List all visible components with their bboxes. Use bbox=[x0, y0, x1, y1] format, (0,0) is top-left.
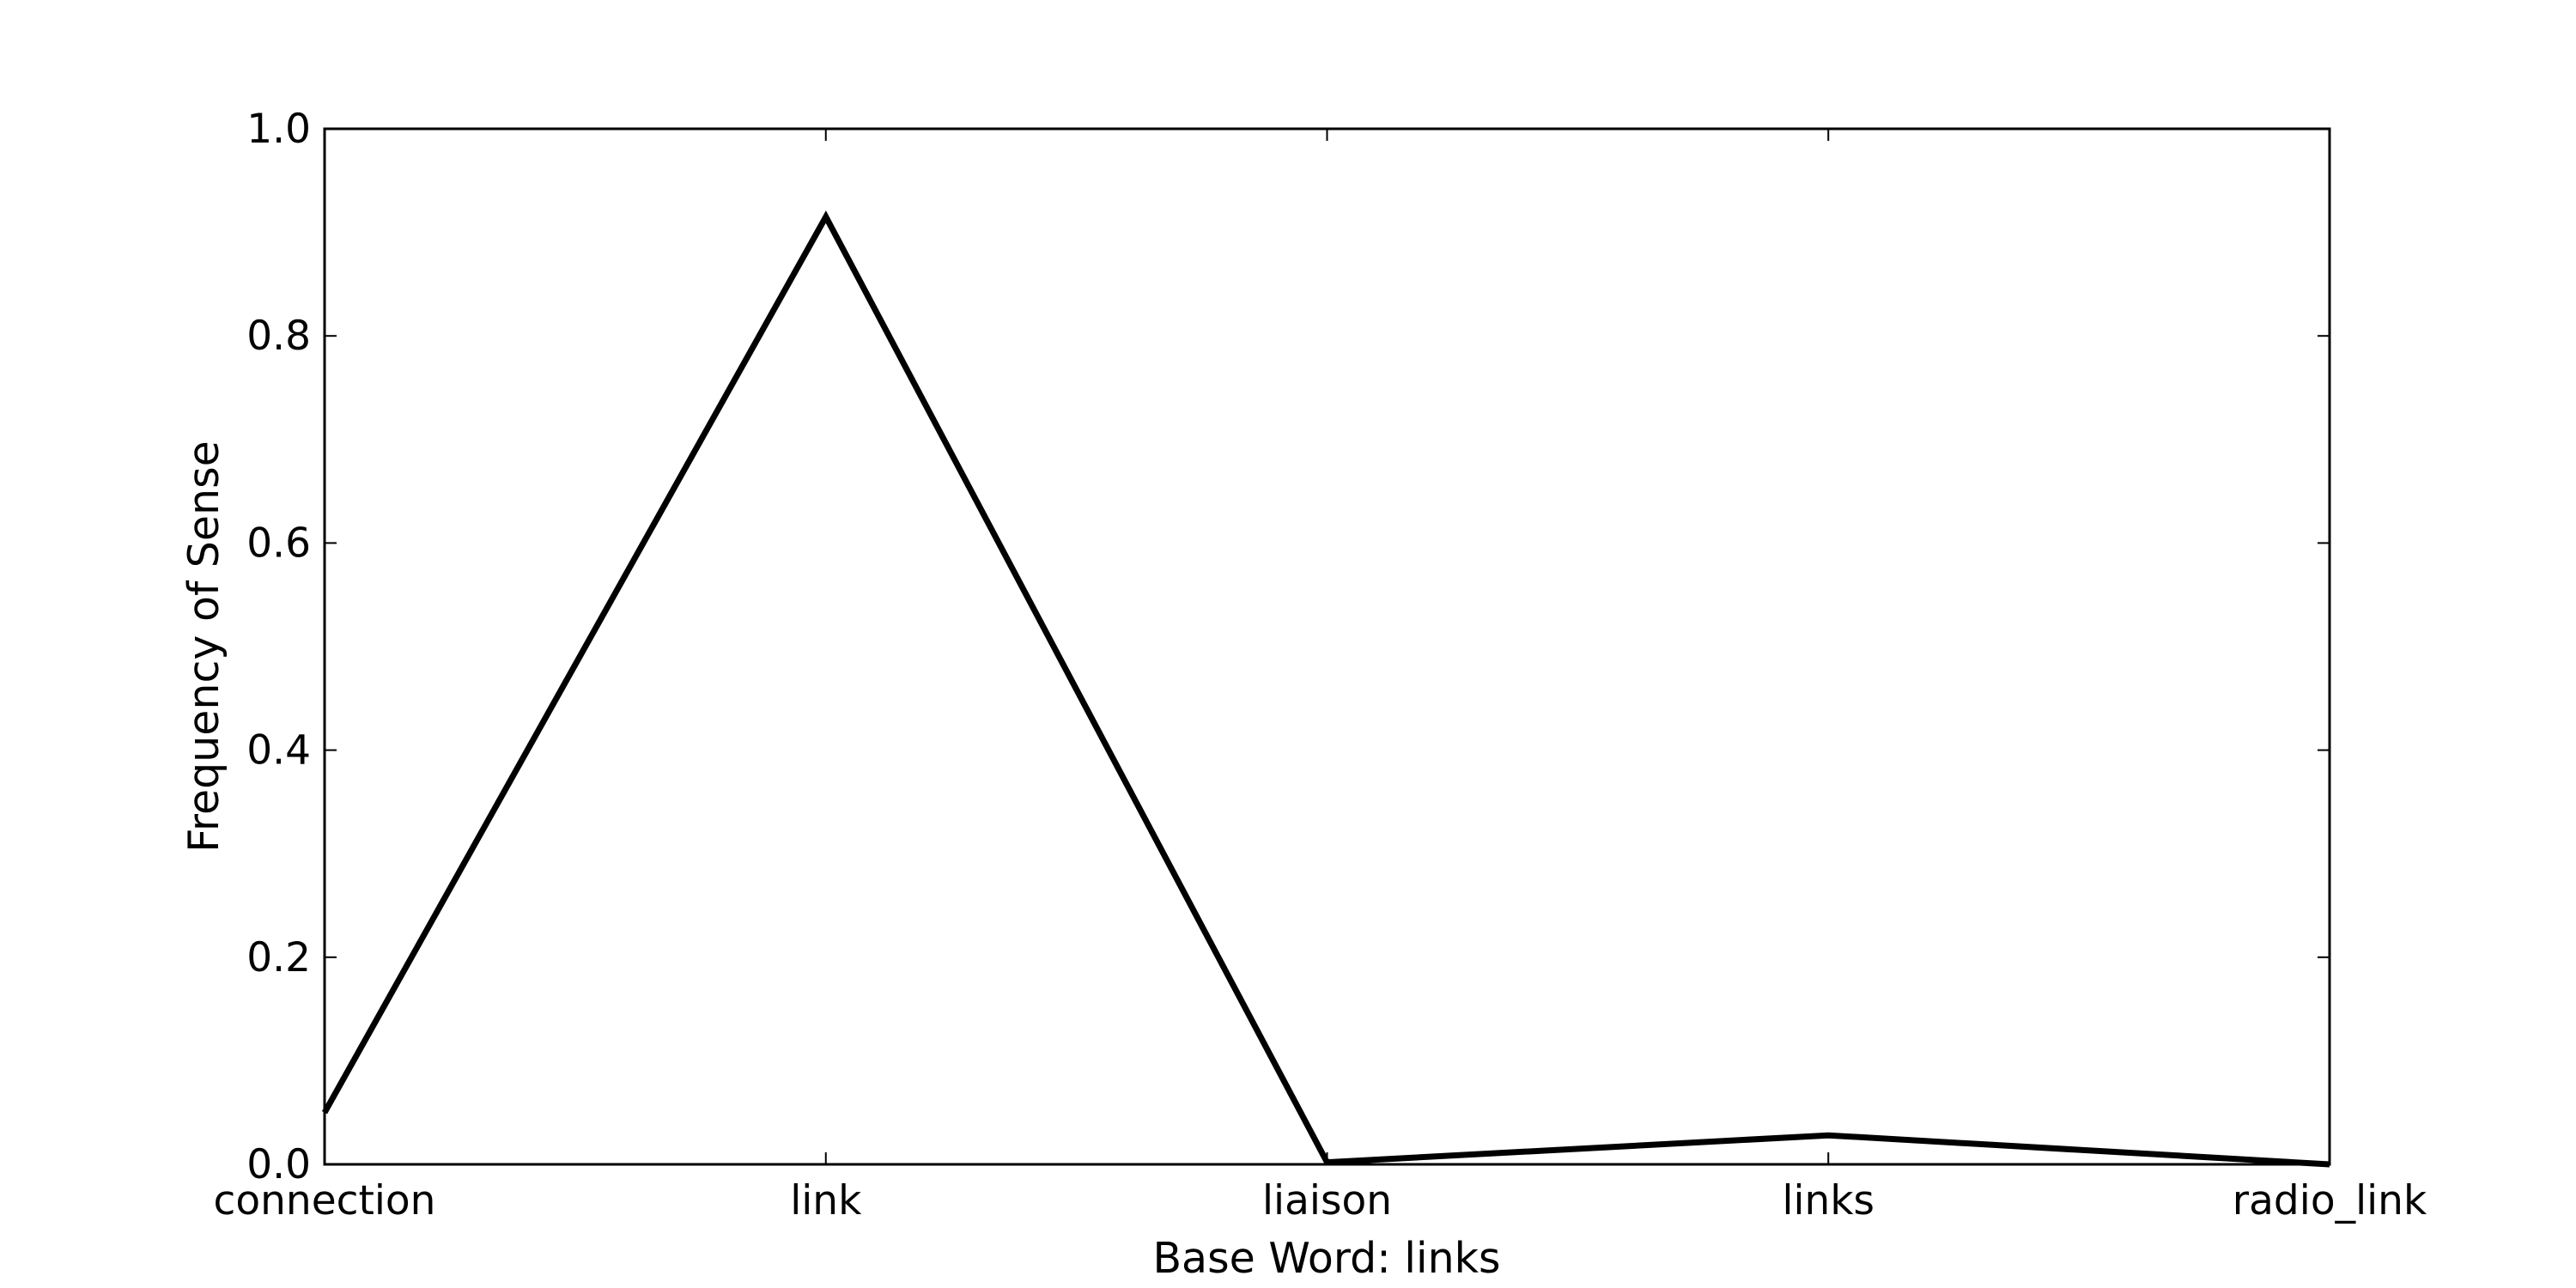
x-tick-label-connection: connection bbox=[214, 1177, 436, 1224]
y-tick-label-0.2: 0.2 bbox=[246, 934, 311, 981]
y-tick-label-0.0: 0.0 bbox=[246, 1141, 311, 1188]
y-tick-label-1.0: 1.0 bbox=[246, 106, 311, 153]
x-tick-label-liaison: liaison bbox=[1262, 1177, 1392, 1224]
x-tick-label-radio_link: radio_link bbox=[2233, 1177, 2427, 1224]
y-axis-label: Frequency of Sense bbox=[179, 440, 228, 853]
plot-frame bbox=[323, 127, 2331, 1166]
y-tick-label-0.8: 0.8 bbox=[246, 313, 311, 360]
x-tick-labels: connection link liaison links radio_link bbox=[214, 1177, 2427, 1224]
plot-background bbox=[325, 129, 2330, 1164]
y-tick-label-0.4: 0.4 bbox=[246, 727, 311, 775]
x-axis-label: Base Word: links bbox=[1152, 1234, 1500, 1283]
series-line bbox=[321, 210, 2330, 1168]
x-tick-label-links: links bbox=[1782, 1177, 1874, 1224]
x-tick-label-link: link bbox=[790, 1177, 862, 1224]
y-tick-labels: 0.0 0.2 0.4 0.6 0.8 1.0 bbox=[246, 106, 311, 1188]
y-tick-label-0.6: 0.6 bbox=[246, 519, 311, 567]
